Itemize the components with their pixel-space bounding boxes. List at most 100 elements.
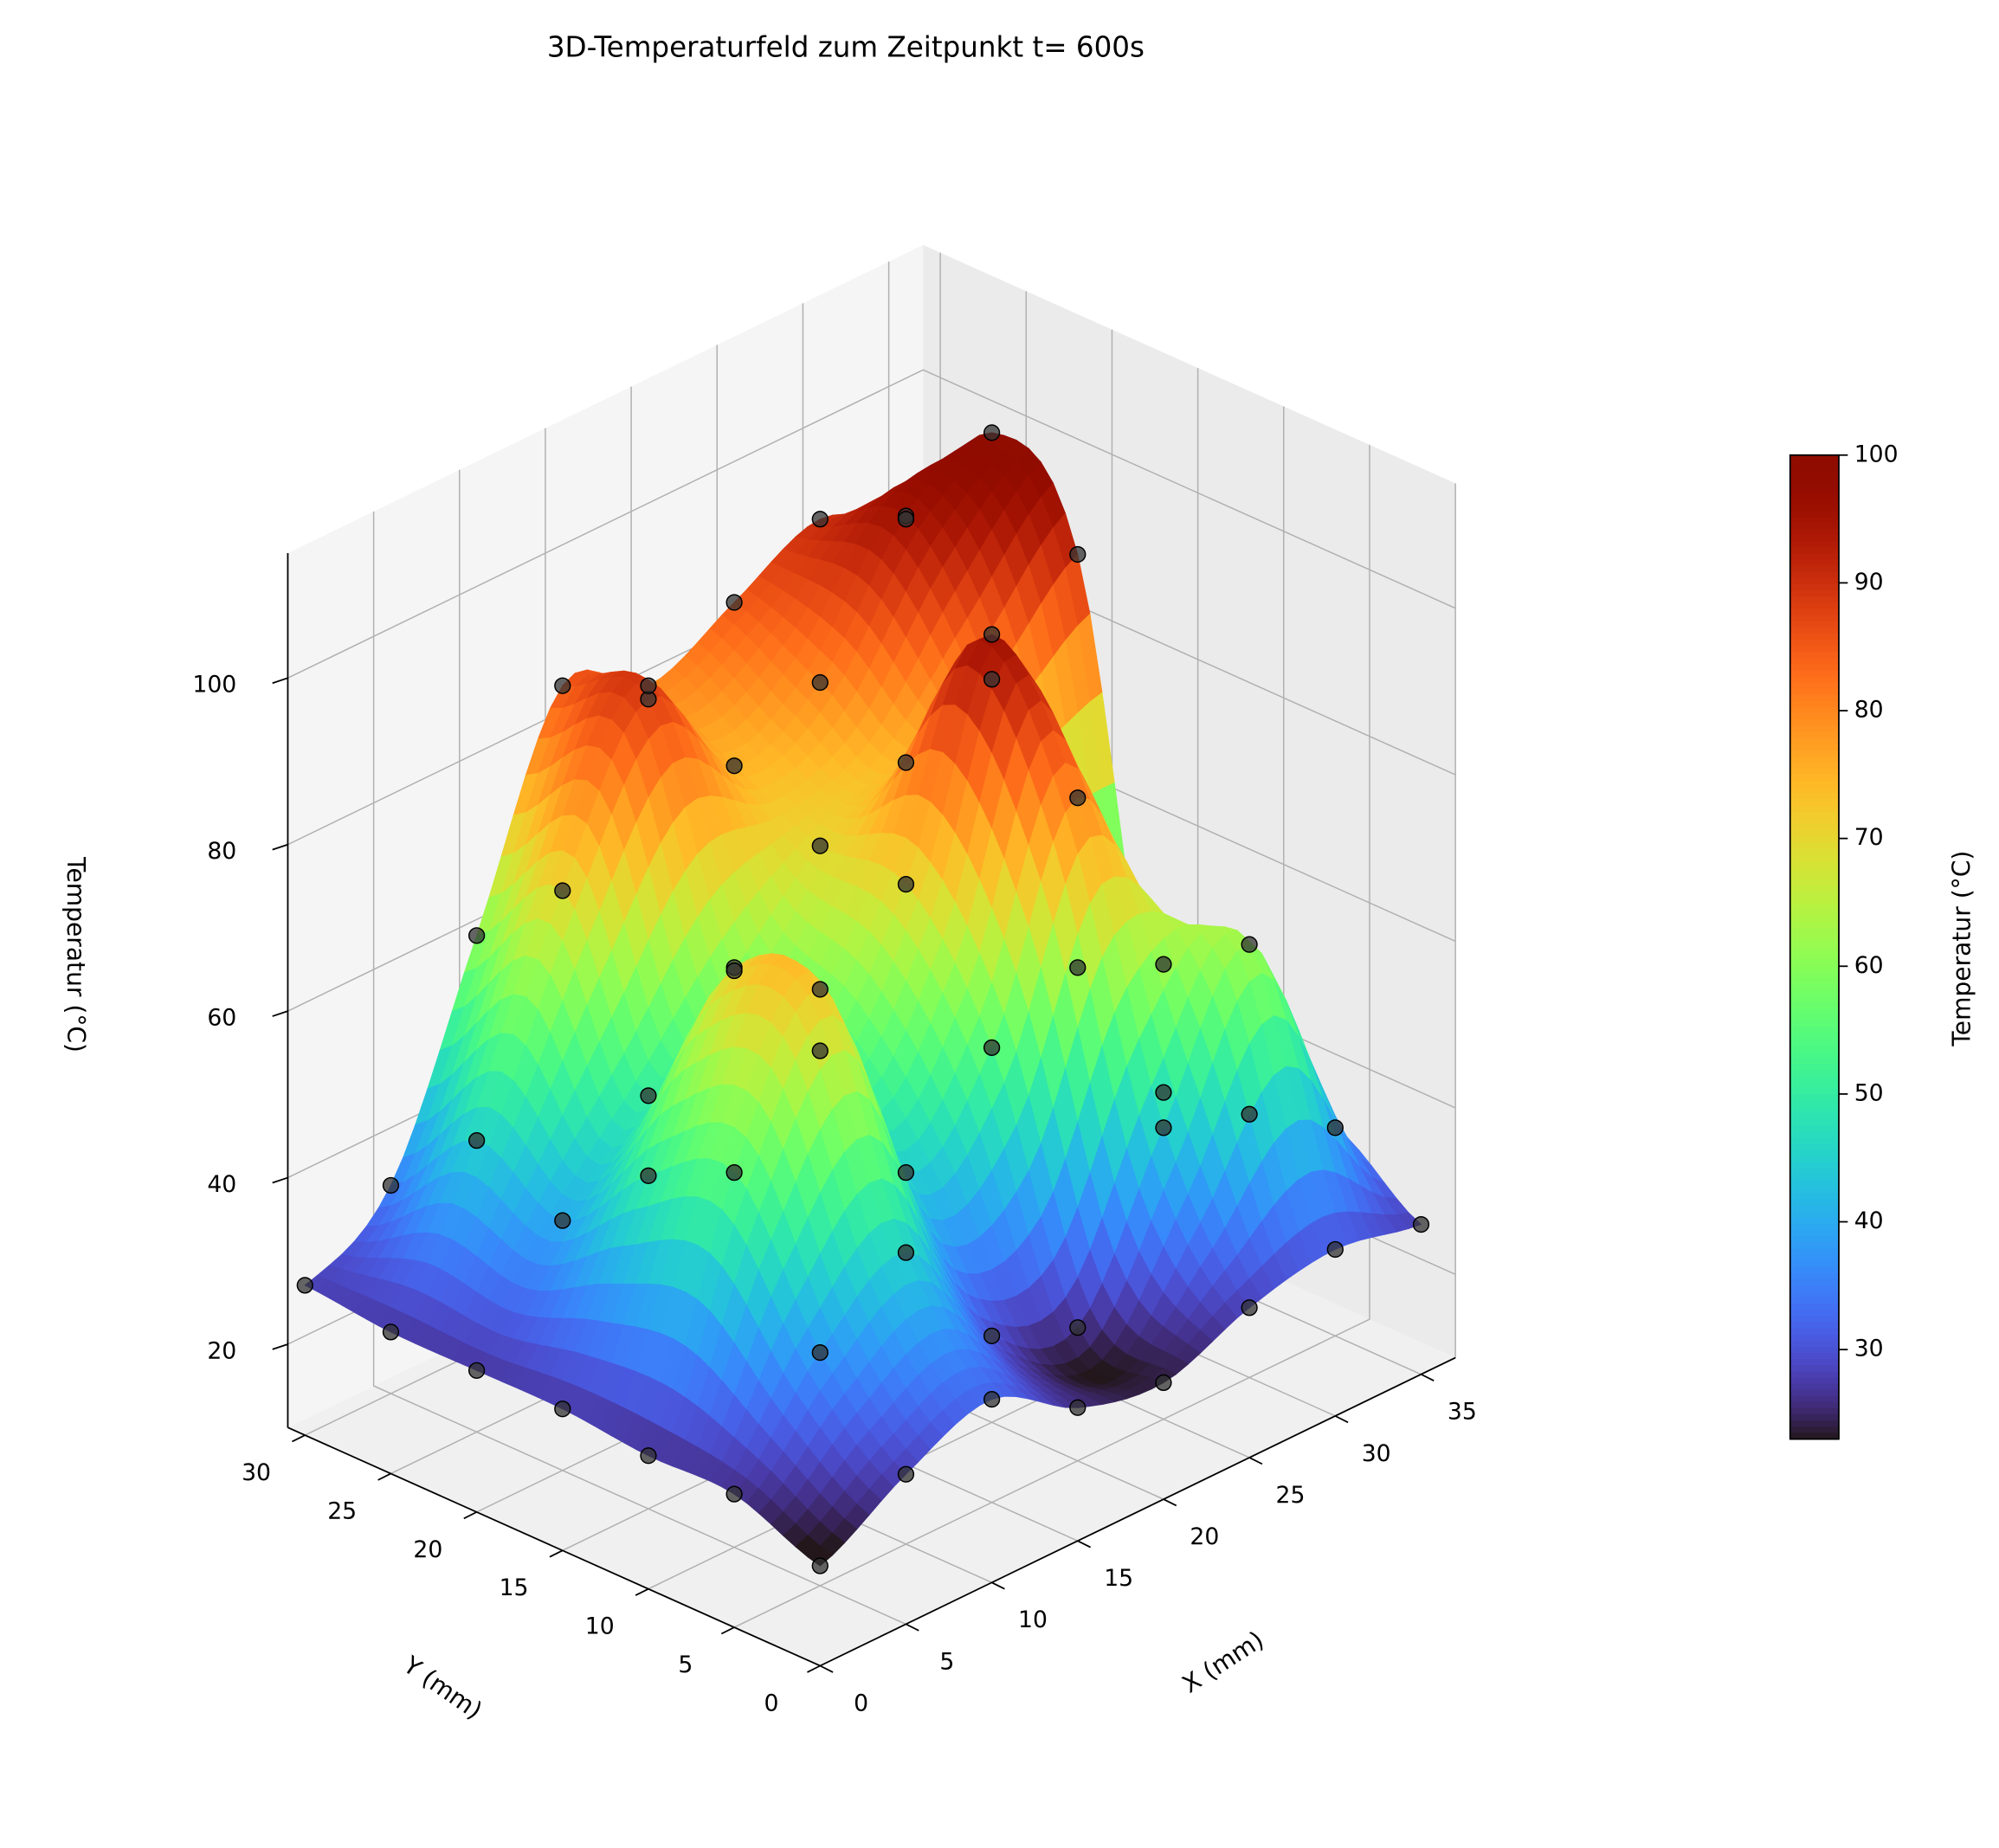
colorbar-segment: [1789, 565, 1839, 573]
colorbar-segment: [1789, 652, 1839, 660]
colorbar-segment: [1789, 854, 1839, 862]
x-tick-label: 10: [1018, 1607, 1048, 1633]
x-tick-label: 15: [1104, 1565, 1133, 1592]
sensor-point: [554, 677, 571, 694]
colorbar-segment: [1789, 1175, 1839, 1182]
colorbar-segment: [1789, 596, 1839, 604]
colorbar-segment: [1789, 1112, 1839, 1120]
colorbar-segment: [1789, 1205, 1839, 1213]
colorbar-segment: [1789, 504, 1839, 512]
colorbar-segment: [1789, 664, 1839, 672]
z-tick-label: 80: [207, 838, 236, 865]
colorbar-segment: [1789, 1310, 1839, 1317]
sensor-point: [1241, 1105, 1258, 1123]
colorbar-segment: [1789, 1433, 1839, 1440]
sensor-point: [382, 1176, 400, 1194]
colorbar-segment: [1789, 1365, 1839, 1373]
colorbar-segment: [1789, 529, 1839, 537]
sensor-point: [640, 1167, 657, 1184]
z-tick-label: 100: [192, 672, 236, 699]
colorbar-segment: [1789, 1377, 1839, 1385]
sensor-point: [897, 875, 915, 893]
y-tick-label: 5: [678, 1652, 693, 1678]
x-tick-label: 20: [1190, 1523, 1219, 1550]
colorbar-segment: [1789, 995, 1839, 1003]
colorbar-segment: [1789, 583, 1839, 591]
sensor-point: [983, 626, 1001, 643]
sensor-point: [1155, 956, 1172, 973]
colorbar-segment: [1789, 719, 1839, 727]
grid-line: [287, 369, 1456, 679]
colorbar-segment: [1789, 713, 1839, 721]
x-tick: [1248, 1457, 1263, 1465]
colorbar-segment: [1789, 1266, 1839, 1274]
sensor-point: [725, 757, 743, 775]
colorbar-segment: [1789, 1045, 1839, 1053]
y-tick-label: 0: [764, 1690, 779, 1716]
colorbar-segment: [1789, 959, 1839, 967]
colorbar-segment: [1789, 694, 1839, 702]
colorbar-segment: [1789, 559, 1839, 567]
colorbar-segment: [1789, 781, 1839, 789]
colorbar-segment: [1789, 1199, 1839, 1207]
colorbar-segment: [1789, 510, 1839, 518]
colorbar-segment: [1789, 928, 1839, 936]
colorbar-segment: [1789, 676, 1839, 684]
colorbar-segment: [1789, 1353, 1839, 1361]
colorbar-segment: [1789, 707, 1839, 715]
sensor-point: [897, 1465, 915, 1483]
colorbar-segment: [1789, 1328, 1839, 1336]
colorbar-segment: [1789, 492, 1839, 499]
z-tick: [272, 1343, 288, 1350]
sensor-point: [983, 1327, 1001, 1344]
x-tick: [991, 1581, 1005, 1590]
z-tick: [272, 1010, 288, 1017]
colorbar-segment: [1789, 1278, 1839, 1286]
colorbar-segment: [1789, 965, 1839, 973]
colorbar-segment: [1789, 639, 1839, 647]
colorbar-segment: [1789, 1156, 1839, 1163]
sensor-point: [382, 1323, 400, 1341]
y-tick-label: 10: [585, 1613, 615, 1640]
colorbar-segment: [1789, 547, 1839, 555]
sensor-point: [811, 511, 829, 528]
sensor-point: [725, 1485, 743, 1503]
sensor-point: [725, 1164, 743, 1182]
colorbar-segment: [1789, 1242, 1839, 1250]
colorbar-segment: [1789, 1297, 1839, 1305]
x-tick-label: 5: [939, 1648, 954, 1675]
sensor-point: [725, 962, 743, 980]
x-tick-label: 30: [1362, 1440, 1391, 1467]
colorbar-segment: [1789, 467, 1839, 474]
colorbar-segment: [1789, 571, 1839, 579]
colorbar-segment: [1789, 1260, 1839, 1268]
colorbar-segment: [1789, 1027, 1839, 1034]
colorbar-segment: [1789, 836, 1839, 844]
colorbar-segment: [1789, 682, 1839, 690]
sensor-point: [468, 1362, 486, 1379]
sensor-point: [983, 1039, 1001, 1056]
colorbar-segment: [1789, 480, 1839, 487]
colorbar-segment: [1789, 824, 1839, 832]
colorbar-segment: [1789, 700, 1839, 708]
colorbar-label: Temperatur (°C): [1948, 851, 1976, 1047]
sensor-point: [725, 594, 743, 611]
colorbar-segment: [1789, 953, 1839, 961]
y-tick: [292, 1434, 306, 1443]
colorbar-segment: [1789, 977, 1839, 985]
colorbar-segment: [1789, 1304, 1839, 1311]
sensor-point: [296, 1277, 313, 1294]
colorbar-segment: [1789, 1236, 1839, 1244]
colorbar-segment: [1789, 1094, 1839, 1102]
colorbar-segment: [1789, 1322, 1839, 1330]
colorbar-segment: [1789, 898, 1839, 905]
colorbar-segment: [1789, 1254, 1839, 1262]
x-tick-label: 25: [1276, 1482, 1306, 1509]
colorbar-segment: [1789, 793, 1839, 801]
sensor-point: [640, 1087, 657, 1104]
sensor-point: [1241, 936, 1258, 953]
colorbar-segment: [1789, 522, 1839, 530]
colorbar-segment: [1789, 516, 1839, 524]
colorbar-segment: [1789, 1137, 1839, 1145]
y-tick-label: 15: [500, 1574, 529, 1601]
